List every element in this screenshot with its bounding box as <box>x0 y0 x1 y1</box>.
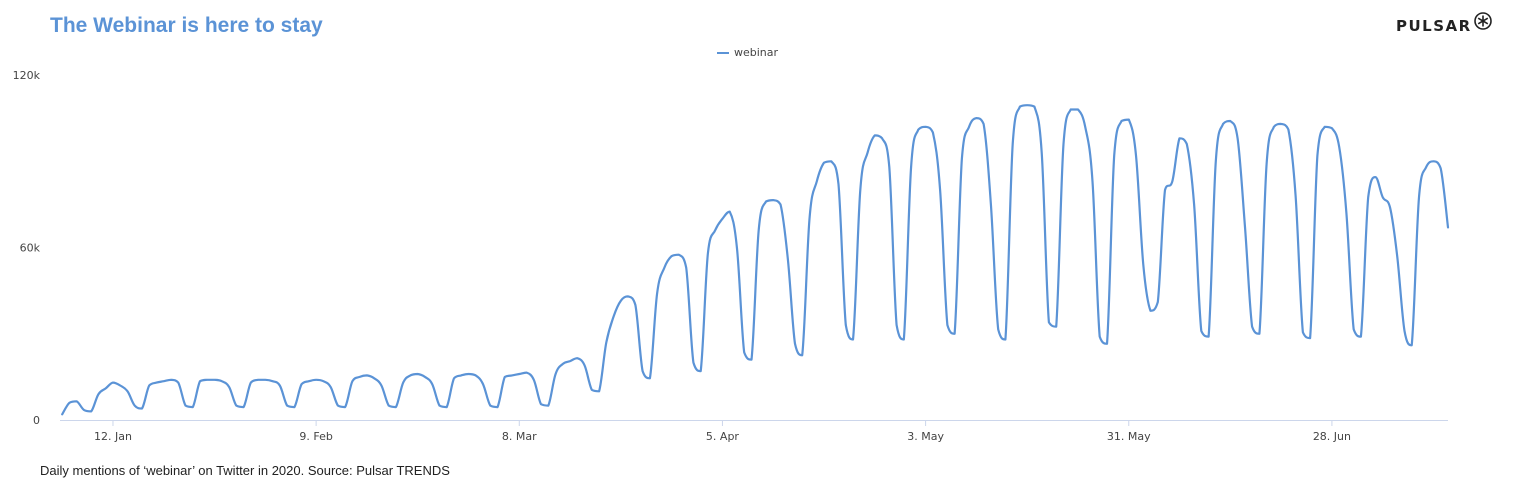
chart-caption: Daily mentions of ‘webinar’ on Twitter i… <box>40 463 450 478</box>
y-tick-label: 120k <box>13 69 41 82</box>
asterisk-circle-icon <box>1473 12 1492 30</box>
legend-item-webinar[interactable]: webinar <box>717 46 778 59</box>
x-tick-label: 12. Jan <box>94 430 132 443</box>
x-tick-label: 28. Jun <box>1313 430 1351 443</box>
y-tick-label: 0 <box>33 414 40 427</box>
x-tick-label: 5. Apr <box>706 430 739 443</box>
x-tick-label: 3. May <box>907 430 944 443</box>
pulsar-logo: PULSAR <box>1396 12 1493 37</box>
x-tick-label: 31. May <box>1107 430 1151 443</box>
chart-title: The Webinar is here to stay <box>50 14 323 37</box>
legend-swatch <box>717 51 729 54</box>
brand-name: PULSAR <box>1396 17 1472 35</box>
x-tick-label: 9. Feb <box>299 430 332 443</box>
x-tick-label: 8. Mar <box>502 430 537 443</box>
legend-label: webinar <box>734 46 779 59</box>
series-line-webinar <box>61 104 1450 416</box>
y-tick-label: 60k <box>20 242 41 255</box>
